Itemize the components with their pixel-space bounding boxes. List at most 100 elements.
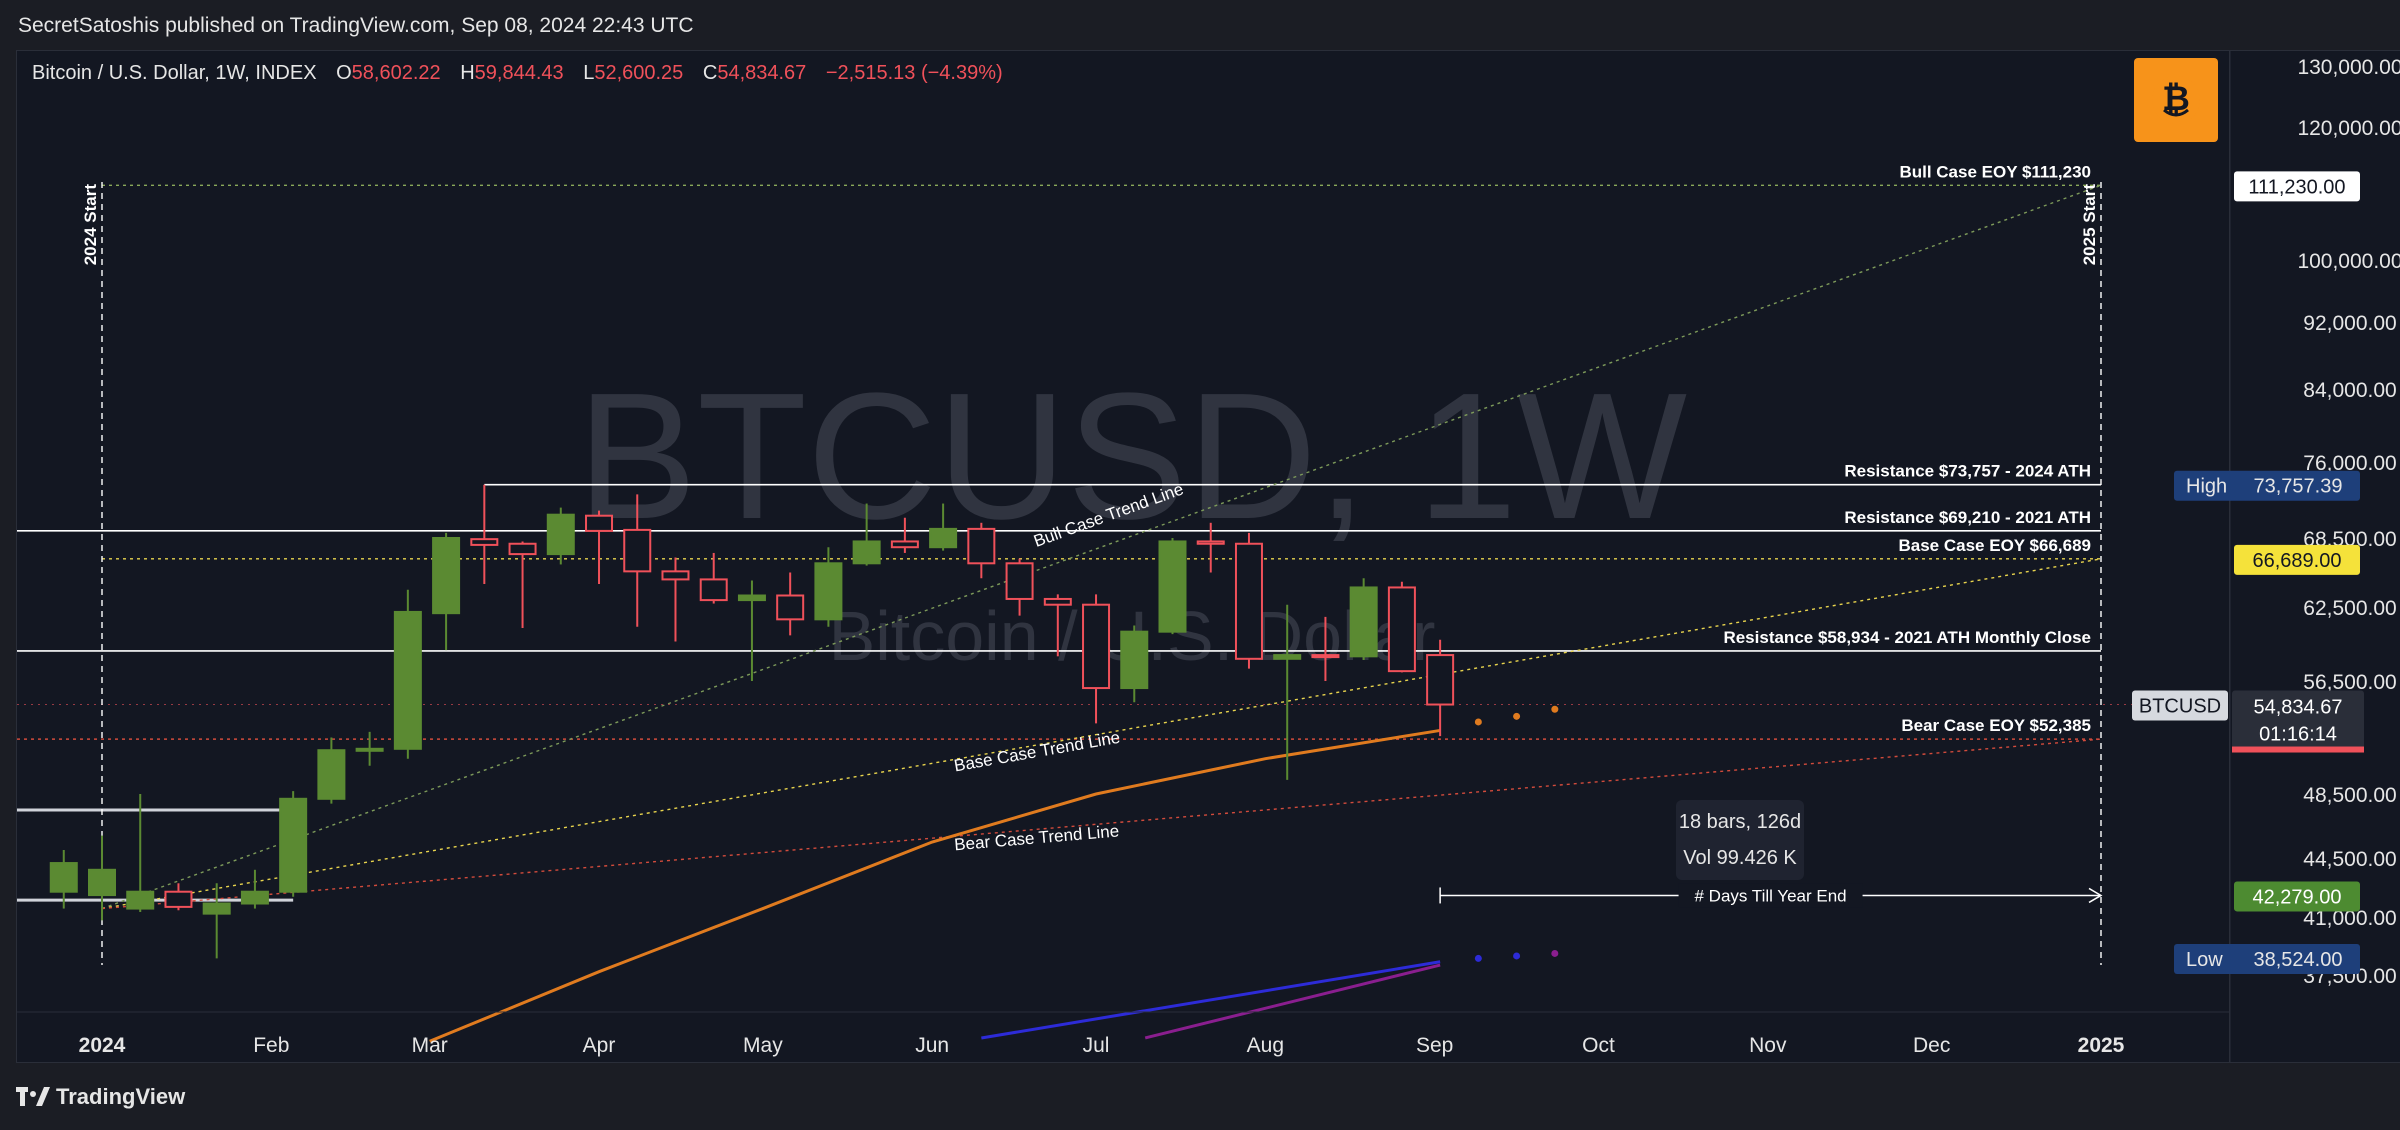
- year-marker-label: 2024 Start: [81, 184, 100, 266]
- time-tick-label: 2024: [79, 1034, 126, 1057]
- price-tag: 111,230.00: [2234, 171, 2360, 202]
- candle: [1120, 625, 1149, 703]
- trend-line: [101, 738, 2102, 910]
- candle-body: [1349, 586, 1378, 658]
- candle-body: [470, 538, 499, 546]
- price-tick-label: 48,500.00: [2303, 784, 2396, 807]
- candle-body: [1196, 540, 1225, 545]
- candle-body: [202, 902, 231, 915]
- candle: [737, 580, 766, 681]
- candle-body: [508, 542, 537, 556]
- candle-body: [737, 594, 766, 602]
- lower-indicator-dot: [1474, 954, 1482, 962]
- year-marker-label: 2025 Start: [2080, 184, 2099, 266]
- lower-indicator-dot: [1551, 949, 1559, 957]
- time-tick-label: Aug: [1247, 1034, 1284, 1057]
- candle-body: [890, 540, 919, 549]
- candle: [355, 731, 384, 766]
- days-till-year-end-label: # Days Till Year End: [1694, 886, 1846, 905]
- price-tick-label: 62,500.00: [2303, 597, 2396, 620]
- candle-body: [814, 562, 843, 621]
- candle: [470, 484, 499, 584]
- extreme-tag-bg: [2174, 944, 2360, 975]
- high-value: 59,844.43: [474, 62, 564, 84]
- level-label: Bear Case EOY $52,385: [1901, 716, 2091, 735]
- candle: [890, 517, 919, 553]
- candle-body: [1082, 603, 1111, 690]
- level-label: Base Case EOY $66,689: [1899, 536, 2092, 555]
- candle-body: [1120, 630, 1149, 690]
- time-tick-label: 2025: [2078, 1034, 2125, 1057]
- price-tick-label: 100,000.00: [2297, 250, 2400, 273]
- trend-line: [101, 558, 2102, 910]
- last-price-value: 54,834.67: [2254, 697, 2343, 719]
- candle-body: [317, 749, 346, 800]
- time-tick-label: Sep: [1416, 1034, 1453, 1057]
- candle-body: [1311, 654, 1340, 659]
- lower-indicator-line: [1144, 963, 1441, 1040]
- candle: [1311, 616, 1340, 681]
- candle: [1234, 532, 1263, 669]
- candle-body: [776, 594, 805, 621]
- measure-tooltip: 18 bars, 126d Vol 99.426 K: [1676, 800, 1804, 880]
- tradingview-brand: TradingView: [56, 1084, 186, 1109]
- candle: [967, 522, 996, 579]
- candle: [776, 572, 805, 636]
- candle: [929, 503, 958, 551]
- candle: [1158, 538, 1187, 635]
- price-tick-label: 130,000.00: [2297, 56, 2400, 79]
- ma-projection-dot: [1551, 705, 1559, 713]
- time-tick-label: Nov: [1749, 1034, 1787, 1057]
- candle: [1196, 522, 1225, 573]
- bitcoin-logo-icon: ₿: [2134, 58, 2218, 142]
- candle-body: [1273, 654, 1302, 660]
- measure-volume: Vol 99.426 K: [1683, 847, 1797, 869]
- candle-body: [967, 527, 996, 565]
- moving-average-line: [429, 728, 1441, 1043]
- candle: [585, 510, 614, 584]
- candle: [126, 794, 155, 912]
- time-tick-label: Feb: [253, 1034, 289, 1057]
- candle: [1082, 594, 1111, 724]
- candle: [432, 532, 461, 651]
- level-label: Resistance $73,757 - 2024 ATH: [1844, 462, 2091, 481]
- low-label: L: [583, 62, 595, 84]
- candle-body: [1426, 654, 1455, 706]
- candle: [508, 541, 537, 628]
- price-tick-label: 76,000.00: [2303, 452, 2396, 475]
- time-tick-label: Mar: [412, 1034, 448, 1057]
- time-tick-label: May: [743, 1034, 783, 1057]
- trend-line: [101, 184, 2102, 910]
- candle: [1426, 639, 1455, 737]
- candle: [814, 547, 843, 627]
- price-tag: BTCUSD 54,834.67 01:16:14: [2132, 690, 2364, 753]
- close-label: C: [702, 62, 718, 84]
- tradingview-footer[interactable]: TradingView: [16, 1084, 185, 1110]
- candle-body: [1387, 586, 1416, 673]
- price-tag: High 73,757.39: [2174, 470, 2360, 501]
- time-tick-label: Oct: [1582, 1034, 1615, 1057]
- candle-body: [1043, 597, 1072, 606]
- last-price-tag-accent: [2232, 746, 2364, 753]
- extreme-tag-label: High: [2186, 476, 2227, 498]
- watermark-symbol: BTCUSD, 1W: [577, 356, 1687, 557]
- open-label: O: [336, 62, 352, 84]
- level-label: Resistance $69,210 - 2021 ATH: [1844, 508, 2091, 527]
- candle: [317, 737, 346, 804]
- candle: [852, 503, 881, 566]
- candle-body: [432, 537, 461, 615]
- ohlc-legend: Bitcoin / U.S. Dollar, 1W, INDEX O58,602…: [32, 62, 1017, 85]
- candle: [546, 507, 575, 565]
- tradingview-logo-icon: [16, 1087, 50, 1106]
- days-range-arrow-icon: [2088, 887, 2103, 904]
- measure-bars: 18 bars, 126d: [1678, 811, 1802, 833]
- candle-body: [164, 890, 193, 908]
- candle: [240, 869, 269, 909]
- candle-body: [585, 514, 614, 532]
- candle: [623, 494, 652, 627]
- time-tick-label: Dec: [1913, 1034, 1950, 1057]
- days-label-bg: [1678, 883, 1863, 908]
- candle: [1349, 578, 1378, 661]
